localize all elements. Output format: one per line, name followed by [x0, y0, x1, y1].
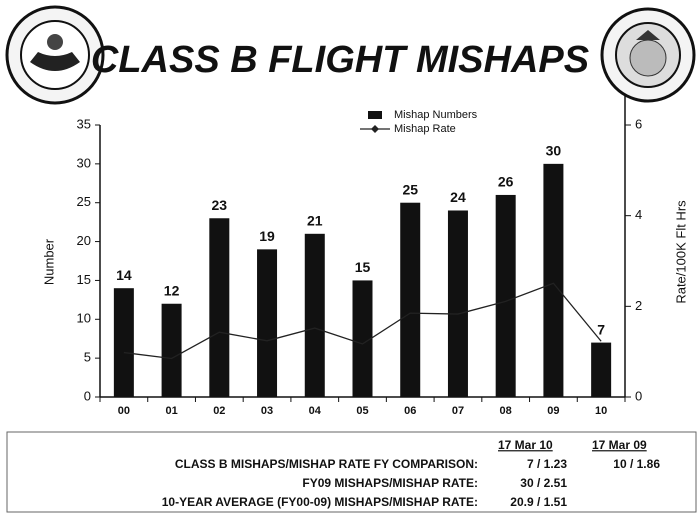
bar — [543, 163, 564, 397]
x-tick-label: 02 — [213, 405, 225, 417]
x-tick-label: 04 — [309, 405, 322, 417]
data-label: 24 — [450, 189, 466, 205]
marine-seal — [600, 7, 696, 103]
bar — [591, 342, 612, 397]
legend-label: Mishap Numbers — [394, 109, 478, 121]
data-label: 19 — [259, 228, 275, 244]
y-tick-label: 0 — [84, 388, 91, 403]
row-label: CLASS B MISHAPS/MISHAP RATE FY COMPARISO… — [175, 457, 478, 471]
y2-axis-label: Rate/100K Flt Hrs — [673, 200, 688, 304]
bar — [447, 210, 468, 397]
x-tick-label: 10 — [595, 405, 607, 417]
y-axis-label: Number — [41, 238, 56, 285]
x-tick-label: 08 — [500, 405, 512, 417]
data-label: 21 — [307, 213, 323, 229]
y2-tick-label: 0 — [635, 388, 642, 403]
y2-tick-label: 2 — [635, 298, 642, 313]
column-header: 17 Mar 09 — [592, 438, 647, 452]
x-tick-label: 01 — [165, 405, 177, 417]
data-label: 25 — [402, 181, 418, 197]
bar — [113, 288, 134, 397]
bar — [352, 280, 373, 397]
data-label: 26 — [498, 174, 514, 190]
data-label: 12 — [164, 282, 180, 298]
legend-label: Mishap Rate — [394, 123, 456, 135]
data-label: 30 — [546, 143, 562, 159]
column-header: 17 Mar 10 — [498, 438, 553, 452]
x-tick-label: 03 — [261, 405, 273, 417]
data-label: 14 — [116, 267, 132, 283]
bar — [161, 303, 182, 397]
bar — [304, 233, 325, 397]
bar — [400, 202, 421, 397]
data-label: 23 — [212, 197, 228, 213]
y-tick-label: 30 — [77, 155, 91, 170]
legend-marker — [371, 125, 379, 133]
y-tick-label: 15 — [77, 272, 91, 287]
bar — [209, 218, 230, 397]
cell: 10 / 1.86 — [613, 457, 660, 471]
y2-tick-label: 4 — [635, 207, 642, 222]
x-tick-label: 06 — [404, 405, 416, 417]
y-tick-label: 10 — [77, 311, 91, 326]
chart-title: CLASS B FLIGHT MISHAPS — [91, 39, 589, 81]
x-tick-label: 05 — [356, 405, 368, 417]
y-tick-label: 5 — [84, 350, 91, 365]
cell: 30 / 2.51 — [520, 476, 567, 490]
data-label: 15 — [355, 259, 371, 275]
cell: 7 / 1.23 — [527, 457, 567, 471]
y-tick-label: 35 — [77, 116, 91, 131]
x-tick-label: 09 — [547, 405, 559, 417]
cell: 20.9 / 1.51 — [510, 495, 567, 509]
row-label: 10-YEAR AVERAGE (FY00-09) MISHAPS/MISHAP… — [162, 495, 478, 509]
y-tick-label: 25 — [77, 194, 91, 209]
rate-line — [123, 282, 602, 360]
y2-tick-label: 6 — [635, 116, 642, 131]
row-label: FY09 MISHAPS/MISHAP RATE: — [302, 476, 478, 490]
table-box — [6, 431, 697, 513]
y-tick-label: 20 — [77, 233, 91, 248]
legend-swatch — [368, 111, 382, 119]
x-tick-label: 07 — [452, 405, 464, 417]
x-tick-label: 00 — [118, 405, 130, 417]
data-label: 7 — [597, 321, 605, 337]
bar — [495, 194, 516, 397]
bar — [257, 249, 278, 397]
navy-seal — [5, 5, 105, 105]
